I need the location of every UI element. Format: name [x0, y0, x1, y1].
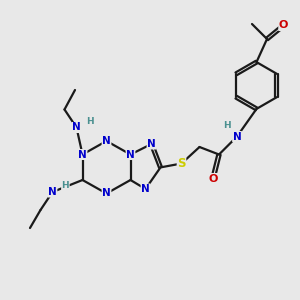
Text: N: N [147, 139, 156, 149]
Text: S: S [177, 157, 186, 170]
Text: N: N [102, 136, 111, 146]
Text: H: H [61, 182, 69, 190]
Text: N: N [126, 149, 135, 160]
Text: H: H [86, 117, 94, 126]
Text: N: N [48, 187, 57, 197]
Text: N: N [72, 122, 81, 133]
Text: N: N [141, 184, 150, 194]
Text: N: N [102, 188, 111, 199]
Text: H: H [223, 122, 230, 130]
Text: O: O [208, 173, 218, 184]
Text: N: N [232, 131, 242, 142]
Text: O: O [279, 20, 288, 31]
Text: N: N [78, 149, 87, 160]
